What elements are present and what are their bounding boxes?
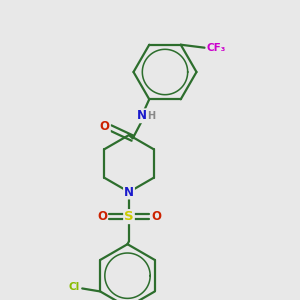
Text: H: H — [147, 111, 155, 121]
Text: CF₃: CF₃ — [206, 43, 226, 53]
Text: O: O — [97, 210, 107, 223]
Text: N: N — [124, 185, 134, 199]
Text: S: S — [124, 210, 134, 223]
Text: Cl: Cl — [68, 282, 80, 292]
Text: O: O — [100, 120, 110, 133]
Text: O: O — [151, 210, 161, 223]
Text: N: N — [137, 109, 147, 122]
